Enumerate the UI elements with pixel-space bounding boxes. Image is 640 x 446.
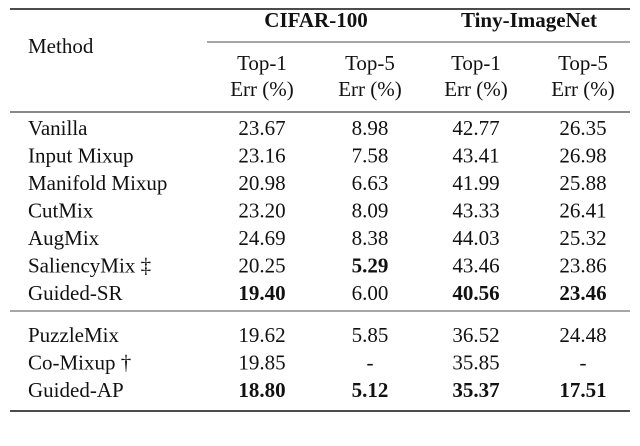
cell: 44.03 [452,226,499,250]
column-header: Top-1 [237,51,287,75]
group-header: CIFAR-100 [264,8,367,32]
method-name: Guided-AP [28,378,124,402]
cell: 20.98 [238,171,285,195]
cell: 5.85 [352,323,389,347]
cell: 6.63 [352,171,389,195]
cell: 26.41 [559,198,606,222]
cell: 19.85 [238,350,285,374]
cell: 24.48 [559,323,606,347]
cell: 26.98 [559,143,606,167]
column-header: Top-1 [451,51,501,75]
cell: 23.20 [238,198,285,222]
cell: 18.80 [238,378,285,402]
cell: 25.88 [559,171,606,195]
cell: 35.85 [452,350,499,374]
cell: 43.46 [452,253,499,277]
cell: 24.69 [238,226,285,250]
column-header: Top-5 [558,51,608,75]
cell: 41.99 [452,171,499,195]
method-name: PuzzleMix [28,323,119,347]
cell: 42.77 [452,116,499,140]
method-name: AugMix [28,226,100,250]
cell: 40.56 [452,281,499,305]
cell: 23.46 [559,281,606,305]
cell: 23.16 [238,143,285,167]
cell: 26.35 [559,116,606,140]
cell: - [367,350,374,374]
method-name: Guided-SR [28,281,123,305]
method-name: Input Mixup [28,143,134,167]
cell: 8.98 [352,116,389,140]
cell: 19.62 [238,323,285,347]
cell: 5.29 [352,253,389,277]
cell: 25.32 [559,226,606,250]
cell: 43.33 [452,198,499,222]
group-header: Tiny-ImageNet [461,8,597,32]
cell: 7.58 [352,143,389,167]
cell: 6.00 [352,281,389,305]
cell: - [580,350,587,374]
cell: 8.09 [352,198,389,222]
cell: 8.38 [352,226,389,250]
cell: 36.52 [452,323,499,347]
column-header: Err (%) [230,77,294,101]
cell: 19.40 [238,281,285,305]
cell: 5.12 [352,378,389,402]
cell: 43.41 [452,143,499,167]
column-header: Err (%) [444,77,508,101]
cell: 23.67 [238,116,285,140]
column-header: Err (%) [551,77,615,101]
method-name: Co-Mixup † [28,350,131,374]
method-name: Vanilla [28,116,88,140]
cell: 20.25 [238,253,285,277]
cell: 35.37 [452,378,499,402]
column-header: Err (%) [338,77,402,101]
method-name: Manifold Mixup [28,171,167,195]
cell: 17.51 [559,378,606,402]
method-header: Method [28,34,94,58]
cell: 23.86 [559,253,606,277]
method-name: SaliencyMix ‡ [28,253,151,277]
column-header: Top-5 [345,51,395,75]
method-name: CutMix [28,198,94,222]
